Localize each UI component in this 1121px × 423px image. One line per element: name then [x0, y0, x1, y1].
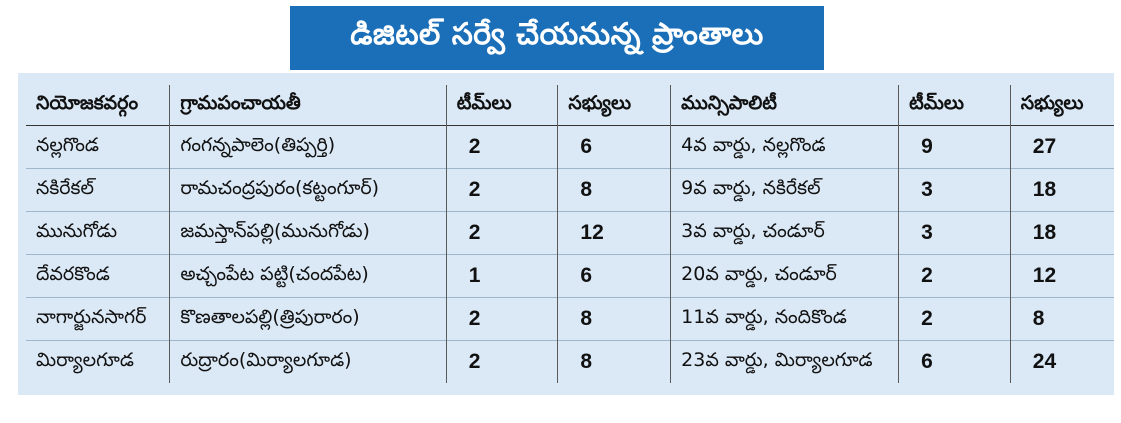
- municipality-cell: 20వ వార్డు, చండూర్: [670, 254, 899, 298]
- municipality-teams-cell: 3: [898, 211, 1011, 255]
- survey-table-panel: నియోజకవర్గం గ్రామపంచాయతీ టీమ్‌లు సభ్యులు…: [18, 73, 1114, 395]
- panchayat-teams-cell: 2: [445, 297, 558, 341]
- municipality-cell: 3వ వార్డు, చండూర్: [670, 211, 899, 255]
- gram-panchayat-cell: అచ్చంపేట పట్టి(చందపేట): [169, 254, 447, 298]
- municipality-members-cell: 18: [1009, 168, 1114, 212]
- header-panchayat-members: సభ్యులు: [557, 85, 671, 126]
- header-constituency: నియోజకవర్గం: [36, 91, 139, 114]
- municipality-teams-cell: 2: [898, 297, 1011, 341]
- municipality-teams-cell: 9: [898, 125, 1011, 169]
- gram-panchayat-cell: గంగన్నపాలెం(తిప్పర్తి): [169, 125, 447, 169]
- municipality-members-cell: 27: [1009, 125, 1114, 169]
- panchayat-teams-cell: 2: [445, 125, 558, 169]
- table-header-row: నియోజకవర్గం గ్రామపంచాయతీ టీమ్‌లు సభ్యులు…: [26, 85, 1114, 126]
- municipality-teams-cell: 3: [898, 168, 1011, 212]
- panchayat-teams-cell: 2: [445, 340, 558, 383]
- panchayat-members-cell: 6: [557, 254, 671, 298]
- table-row: నాగార్జునసాగర్ కొణతాలపల్లి(త్రిపురారం) 2…: [26, 297, 1114, 341]
- gram-panchayat-cell: కొణతాలపల్లి(త్రిపురారం): [169, 297, 447, 341]
- gram-panchayat-cell: రుద్రారం(మిర్యాలగూడ): [169, 340, 447, 383]
- municipality-teams-cell: 6: [898, 340, 1011, 383]
- municipality-members-cell: 8: [1009, 297, 1114, 341]
- municipality-members-cell: 12: [1009, 254, 1114, 298]
- municipality-members-cell: 24: [1009, 340, 1114, 383]
- municipality-teams-cell: 2: [898, 254, 1011, 298]
- municipality-cell: 4వ వార్డు, నల్లగొండ: [670, 125, 899, 169]
- panchayat-members-cell: 8: [557, 297, 671, 341]
- constituency-cell: నాగార్జునసాగర్: [36, 305, 147, 328]
- header-municipality: మున్సిపాలిటీ: [670, 85, 899, 126]
- constituency-cell: మిర్యాలగూడ: [36, 348, 134, 371]
- constituency-cell: నకిరేకల్: [36, 176, 94, 199]
- table-row: నల్లగొండ గంగన్నపాలెం(తిప్పర్తి) 2 6 4వ వ…: [26, 125, 1114, 169]
- municipality-cell: 9వ వార్డు, నకిరేకల్: [670, 168, 899, 212]
- constituency-cell: దేవరకొండ: [36, 262, 110, 285]
- header-gram-panchayat: గ్రామపంచాయతీ: [169, 85, 447, 126]
- panchayat-teams-cell: 2: [445, 211, 558, 255]
- survey-table: నియోజకవర్గం గ్రామపంచాయతీ టీమ్‌లు సభ్యులు…: [26, 85, 1114, 383]
- table-row: మిర్యాలగూడ రుద్రారం(మిర్యాలగూడ) 2 8 23వ …: [26, 340, 1114, 383]
- panchayat-members-cell: 8: [557, 168, 671, 212]
- gram-panchayat-cell: రామచంద్రపురం(కట్టంగూర్): [169, 168, 447, 212]
- header-municipality-members: సభ్యులు: [1009, 85, 1114, 126]
- header-panchayat-teams: టీమ్‌లు: [445, 85, 558, 126]
- table-row: దేవరకొండ అచ్చంపేట పట్టి(చందపేట) 1 6 20వ …: [26, 254, 1114, 298]
- constituency-cell: మునుగోడు: [36, 219, 118, 242]
- panchayat-members-cell: 8: [557, 340, 671, 383]
- panchayat-teams-cell: 2: [445, 168, 558, 212]
- municipality-cell: 11వ వార్డు, నందికొండ: [670, 297, 899, 341]
- page-title: డిజిటల్ సర్వే చేయనున్న ప్రాంతాలు: [290, 6, 824, 70]
- constituency-cell: నల్లగొండ: [36, 133, 99, 156]
- municipality-members-cell: 18: [1009, 211, 1114, 255]
- panchayat-members-cell: 12: [557, 211, 671, 255]
- header-municipality-teams: టీమ్‌లు: [898, 85, 1011, 126]
- panchayat-members-cell: 6: [557, 125, 671, 169]
- table-row: మునుగోడు జమస్తాన్‌పల్లి(మునుగోడు) 2 12 3…: [26, 211, 1114, 255]
- municipality-cell: 23వ వార్డు, మిర్యాలగూడ: [670, 340, 899, 383]
- table-row: నకిరేకల్ రామచంద్రపురం(కట్టంగూర్) 2 8 9వ …: [26, 168, 1114, 212]
- panchayat-teams-cell: 1: [445, 254, 558, 298]
- gram-panchayat-cell: జమస్తాన్‌పల్లి(మునుగోడు): [169, 211, 447, 255]
